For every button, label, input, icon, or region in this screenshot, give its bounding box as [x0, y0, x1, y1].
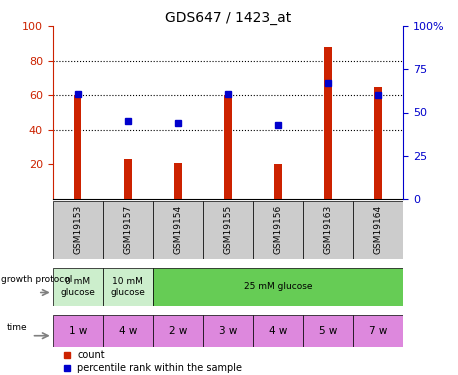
- Text: 7 w: 7 w: [369, 326, 387, 336]
- Bar: [124, 159, 131, 199]
- Bar: [74, 95, 82, 199]
- Bar: [274, 164, 282, 199]
- Bar: [174, 162, 181, 199]
- Text: 4 w: 4 w: [269, 326, 287, 336]
- Bar: [153, 201, 203, 259]
- Bar: [303, 315, 353, 347]
- Text: time: time: [6, 323, 27, 332]
- Text: percentile rank within the sample: percentile rank within the sample: [77, 363, 242, 373]
- Text: GSM19157: GSM19157: [123, 205, 132, 254]
- Title: GDS647 / 1423_at: GDS647 / 1423_at: [165, 11, 291, 25]
- Text: 0 mM
glucose: 0 mM glucose: [60, 277, 95, 297]
- Bar: [253, 315, 303, 347]
- Text: count: count: [77, 350, 105, 360]
- Bar: [53, 201, 103, 259]
- Bar: [53, 315, 103, 347]
- Bar: [353, 315, 403, 347]
- Bar: [103, 201, 153, 259]
- Text: 25 mM glucose: 25 mM glucose: [244, 282, 312, 291]
- Text: 4 w: 4 w: [119, 326, 137, 336]
- Text: 5 w: 5 w: [319, 326, 337, 336]
- Text: GSM19153: GSM19153: [73, 205, 82, 254]
- Text: GSM19164: GSM19164: [374, 205, 382, 254]
- Bar: [324, 47, 332, 199]
- Bar: [103, 315, 153, 347]
- Bar: [374, 87, 382, 199]
- Text: GSM19154: GSM19154: [173, 205, 182, 254]
- Bar: [203, 315, 253, 347]
- Bar: [253, 201, 303, 259]
- Bar: [203, 201, 253, 259]
- Text: 10 mM
glucose: 10 mM glucose: [110, 277, 145, 297]
- Text: GSM19163: GSM19163: [323, 205, 333, 254]
- Bar: [303, 201, 353, 259]
- Bar: [224, 95, 232, 199]
- Text: 3 w: 3 w: [218, 326, 237, 336]
- Bar: [53, 268, 103, 306]
- Text: growth protocol: growth protocol: [1, 275, 72, 284]
- Bar: [353, 201, 403, 259]
- Text: 2 w: 2 w: [169, 326, 187, 336]
- Bar: [153, 315, 203, 347]
- Text: GSM19155: GSM19155: [224, 205, 232, 254]
- Text: 1 w: 1 w: [69, 326, 87, 336]
- Bar: [153, 268, 403, 306]
- Text: GSM19156: GSM19156: [273, 205, 283, 254]
- Bar: [103, 268, 153, 306]
